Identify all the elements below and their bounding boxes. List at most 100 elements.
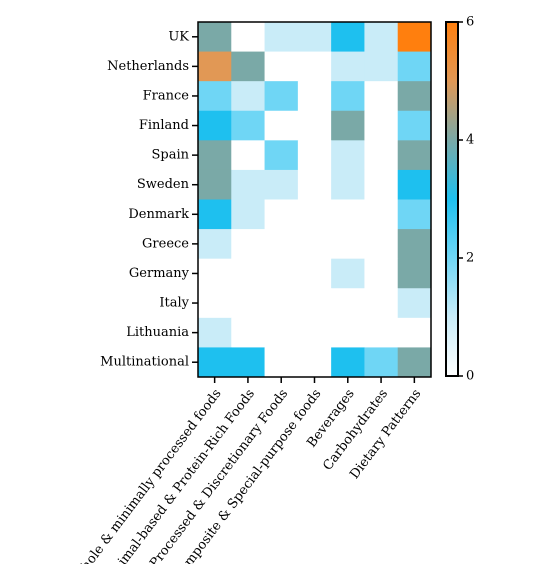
heatmap-cell xyxy=(297,22,332,52)
colorbar-gradient xyxy=(445,21,459,377)
colorbar-tick-label: 2 xyxy=(466,251,474,266)
heatmap-cell xyxy=(331,258,365,289)
heatmap-cell xyxy=(231,81,265,112)
x-tick-label: Processed & Discretionary Foods xyxy=(147,386,291,564)
heatmap-cell xyxy=(297,81,332,112)
heatmap-cell xyxy=(397,110,432,141)
heatmap-cell xyxy=(397,81,432,112)
heatmap-cell xyxy=(264,258,299,289)
heatmap-cell xyxy=(397,199,432,230)
y-tick-label: Spain xyxy=(151,148,189,163)
heatmap-cell xyxy=(297,110,332,141)
heatmap-cell xyxy=(231,110,265,141)
heatmap-cell xyxy=(331,347,365,378)
heatmap-cell xyxy=(231,22,265,52)
y-tick-label: Lithuania xyxy=(126,325,189,340)
heatmap-cell xyxy=(297,140,332,171)
colorbar: 0 2 4 6 xyxy=(445,15,474,384)
y-tick-label: Finland xyxy=(139,118,189,133)
heatmap-cell xyxy=(364,51,399,82)
heatmap-cell xyxy=(397,288,432,319)
heatmap-cell xyxy=(198,51,232,82)
heatmap-cell xyxy=(198,110,232,141)
heatmap-cell xyxy=(331,317,365,348)
heatmap-cell xyxy=(397,258,432,289)
y-tick-label: Italy xyxy=(159,296,189,311)
heatmap-cell xyxy=(297,199,332,230)
y-tick-label: Greece xyxy=(142,236,189,251)
heatmap-cell xyxy=(331,51,365,82)
heatmap-cell xyxy=(397,229,432,260)
heatmap-cell xyxy=(264,317,299,348)
heatmap-cell xyxy=(198,258,232,289)
heatmap-cell xyxy=(198,229,232,260)
heatmap-cell xyxy=(364,229,399,260)
heatmap-cell xyxy=(397,169,432,200)
heatmap-cell xyxy=(364,140,399,171)
heatmap-cell xyxy=(264,110,299,141)
heatmap-cell xyxy=(198,288,232,319)
y-tick-label: France xyxy=(143,88,190,103)
y-tick-label: Germany xyxy=(129,266,190,281)
heatmap-cell xyxy=(364,110,399,141)
y-tick-label: UK xyxy=(168,29,189,44)
heatmap-cell xyxy=(264,51,299,82)
heatmap-cell xyxy=(331,288,365,319)
heatmap-cell xyxy=(231,258,265,289)
y-tick-label: Sweden xyxy=(137,177,190,192)
heatmap-cell xyxy=(364,169,399,200)
heatmap-cell xyxy=(297,317,332,348)
heatmap-cell xyxy=(264,229,299,260)
colorbar-tick-label: 4 xyxy=(466,133,474,148)
heatmap-cell xyxy=(198,317,232,348)
heatmap-cell xyxy=(331,110,365,141)
x-axis: Whole & minimally processed foodsAnimal-… xyxy=(70,377,424,564)
heatmap-cells xyxy=(198,22,432,378)
heatmap-cell xyxy=(231,140,265,171)
heatmap-cell xyxy=(331,81,365,112)
heatmap-cell xyxy=(364,317,399,348)
heatmap-cell xyxy=(264,169,299,200)
y-axis: UK Netherlands France Finland Spain Sweden Den… xyxy=(100,29,198,370)
heatmap-cell xyxy=(231,229,265,260)
y-tick-label: Denmark xyxy=(128,207,189,222)
y-tick-label: Multinational xyxy=(100,355,189,370)
heatmap-cell xyxy=(198,169,232,200)
colorbar-ticks: 0 2 4 6 xyxy=(458,15,474,384)
heatmap-cell xyxy=(198,81,232,112)
heatmap-cell xyxy=(297,288,332,319)
heatmap-cell xyxy=(231,169,265,200)
heatmap-cell xyxy=(364,199,399,230)
heatmap-cell xyxy=(231,288,265,319)
heatmap-cell xyxy=(297,347,332,378)
heatmap-cell xyxy=(198,347,232,378)
heatmap-cell xyxy=(264,22,299,52)
heatmap-cell xyxy=(297,229,332,260)
heatmap-cell xyxy=(297,169,332,200)
heatmap-cell xyxy=(364,347,399,378)
heatmap-cell xyxy=(331,169,365,200)
heatmap-cell xyxy=(264,140,299,171)
heatmap-cell xyxy=(198,199,232,230)
heatmap-cell xyxy=(231,51,265,82)
heatmap-cell xyxy=(264,199,299,230)
heatmap-cell xyxy=(364,258,399,289)
heatmap-cell xyxy=(364,81,399,112)
heatmap-cell xyxy=(264,288,299,319)
heatmap-cell xyxy=(331,199,365,230)
colorbar-tick-label: 0 xyxy=(466,369,474,384)
heatmap-cell xyxy=(397,317,432,348)
heatmap-cell xyxy=(297,258,332,289)
heatmap-cell xyxy=(198,22,232,52)
heatmap-cell xyxy=(364,288,399,319)
heatmap-cell xyxy=(331,22,365,52)
heatmap-cell xyxy=(264,81,299,112)
heatmap-cell xyxy=(331,229,365,260)
heatmap-cell xyxy=(231,199,265,230)
heatmap-cell xyxy=(397,51,432,82)
heatmap-cell xyxy=(231,317,265,348)
heatmap-cell xyxy=(397,22,432,52)
heatmap-cell xyxy=(198,140,232,171)
heatmap-cell xyxy=(297,51,332,82)
